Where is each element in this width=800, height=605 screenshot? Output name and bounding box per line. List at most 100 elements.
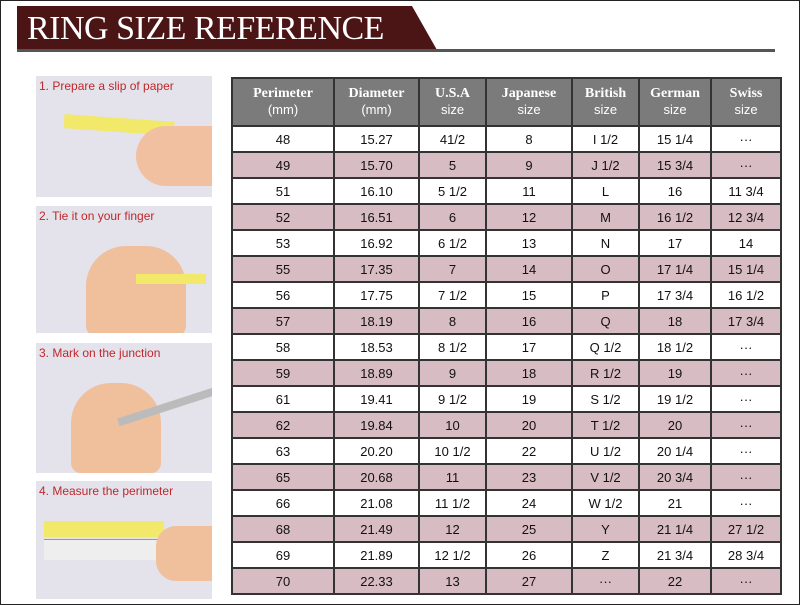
table-cell: 8 xyxy=(418,307,487,335)
table-cell: 13 xyxy=(485,229,573,257)
table-cell: 18 xyxy=(485,359,573,387)
table-cell: ··· xyxy=(710,125,782,153)
table-row: 69 21.89 12 1/2 26 Z 21 3/4 28 3/4 xyxy=(231,541,782,569)
step-3-image: 3. Mark on the junction xyxy=(36,343,212,473)
table-cell: Z xyxy=(571,541,640,569)
header-main: British xyxy=(584,86,627,101)
table-cell: 56 xyxy=(231,281,335,309)
table-cell: 12 xyxy=(485,203,573,231)
table-cell: ··· xyxy=(571,567,640,595)
table-row: 51 16.10 5 1/2 11 L 16 11 3/4 xyxy=(231,177,782,205)
table-row: 62 19.84 10 20 T 1/2 20 ··· xyxy=(231,411,782,439)
column-header: German size xyxy=(638,77,712,127)
table-row: 70 22.33 13 27 ··· 22 ··· xyxy=(231,567,782,595)
table-cell: 15.27 xyxy=(333,125,420,153)
table-cell: 21.89 xyxy=(333,541,420,569)
table-cell: 13 xyxy=(418,567,487,595)
table-cell: 21.49 xyxy=(333,515,420,543)
table-cell: O xyxy=(571,255,640,283)
table-cell: 9 xyxy=(485,151,573,179)
table-cell: 61 xyxy=(231,385,335,413)
table-cell: 15 1/4 xyxy=(710,255,782,283)
table-cell: V 1/2 xyxy=(571,463,640,491)
table-cell: 7 xyxy=(418,255,487,283)
column-header: U.S.A size xyxy=(418,77,487,127)
table-cell: 25 xyxy=(485,515,573,543)
table-cell: 24 xyxy=(485,489,573,517)
table-cell: 9 1/2 xyxy=(418,385,487,413)
table-cell: 5 xyxy=(418,151,487,179)
table-cell: 20 3/4 xyxy=(638,463,712,491)
table-cell: 10 xyxy=(418,411,487,439)
table-cell: 16 xyxy=(638,177,712,205)
table-cell: 19 xyxy=(638,359,712,387)
table-cell: 10 1/2 xyxy=(418,437,487,465)
table-cell: 6 1/2 xyxy=(418,229,487,257)
table-cell: 18.19 xyxy=(333,307,420,335)
table-row: 57 18.19 8 16 Q 18 17 3/4 xyxy=(231,307,782,335)
table-cell: L xyxy=(571,177,640,205)
table-cell: 16 1/2 xyxy=(638,203,712,231)
table-cell: 28 3/4 xyxy=(710,541,782,569)
table-cell: 15 3/4 xyxy=(638,151,712,179)
table-cell: J 1/2 xyxy=(571,151,640,179)
header-sub: size xyxy=(663,102,687,117)
table-cell: 27 xyxy=(485,567,573,595)
table-cell: 70 xyxy=(231,567,335,595)
table-cell: 51 xyxy=(231,177,335,205)
step-4-image: 4. Measure the perimeter xyxy=(36,481,212,599)
table-cell: 18.53 xyxy=(333,333,420,361)
table-cell: 17.75 xyxy=(333,281,420,309)
table-cell: 22.33 xyxy=(333,567,420,595)
table-cell: ··· xyxy=(710,411,782,439)
table-cell: 52 xyxy=(231,203,335,231)
table-cell: ··· xyxy=(710,359,782,387)
table-cell: 19.41 xyxy=(333,385,420,413)
column-header: British size xyxy=(571,77,640,127)
table-cell: 69 xyxy=(231,541,335,569)
table-cell: ··· xyxy=(710,385,782,413)
table-cell: 11 1/2 xyxy=(418,489,487,517)
table-cell: 48 xyxy=(231,125,335,153)
header-main: Japanese xyxy=(501,86,557,101)
table-cell: 16.92 xyxy=(333,229,420,257)
table-cell: W 1/2 xyxy=(571,489,640,517)
table-cell: 16 xyxy=(485,307,573,335)
table-cell: 12 3/4 xyxy=(710,203,782,231)
header-main: U.S.A xyxy=(434,86,470,101)
table-row: 66 21.08 11 1/2 24 W 1/2 21 ··· xyxy=(231,489,782,517)
table-cell: Q xyxy=(571,307,640,335)
table-cell: 18 1/2 xyxy=(638,333,712,361)
table-cell: 17 3/4 xyxy=(638,281,712,309)
table-cell: N xyxy=(571,229,640,257)
table-cell: 62 xyxy=(231,411,335,439)
title-banner: RING SIZE REFERENCE xyxy=(17,6,437,50)
table-cell: ··· xyxy=(710,333,782,361)
table-cell: 21 1/4 xyxy=(638,515,712,543)
column-header: Perimeter (mm) xyxy=(231,77,335,127)
table-cell: 11 xyxy=(485,177,573,205)
table-cell: 8 1/2 xyxy=(418,333,487,361)
table-cell: 18 xyxy=(638,307,712,335)
table-cell: 26 xyxy=(485,541,573,569)
table-cell: 53 xyxy=(231,229,335,257)
table-row: 58 18.53 8 1/2 17 Q 1/2 18 1/2 ··· xyxy=(231,333,782,361)
table-cell: 9 xyxy=(418,359,487,387)
table-cell: 18.89 xyxy=(333,359,420,387)
table-cell: 16.10 xyxy=(333,177,420,205)
header-sub: (mm) xyxy=(267,102,299,117)
table-cell: 14 xyxy=(710,229,782,257)
table-cell: ··· xyxy=(710,151,782,179)
table-cell: 19 1/2 xyxy=(638,385,712,413)
table-cell: 20.68 xyxy=(333,463,420,491)
step-2-image: 2. Tie it on your finger xyxy=(36,206,212,333)
table-cell: 55 xyxy=(231,255,335,283)
table-cell: ··· xyxy=(710,437,782,465)
header-main: Perimeter xyxy=(253,86,313,101)
header-sub: size xyxy=(517,102,541,117)
table-row: 49 15.70 5 9 J 1/2 15 3/4 ··· xyxy=(231,151,782,179)
table-cell: 68 xyxy=(231,515,335,543)
table-cell: ··· xyxy=(710,567,782,595)
table-cell: 58 xyxy=(231,333,335,361)
